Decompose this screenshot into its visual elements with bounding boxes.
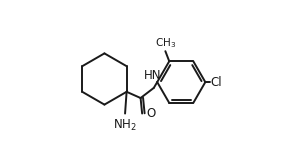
Text: Cl: Cl	[210, 76, 222, 89]
Text: NH$_2$: NH$_2$	[113, 118, 137, 133]
Text: CH$_3$: CH$_3$	[155, 36, 176, 50]
Text: O: O	[146, 107, 156, 120]
Text: HN: HN	[144, 69, 161, 82]
